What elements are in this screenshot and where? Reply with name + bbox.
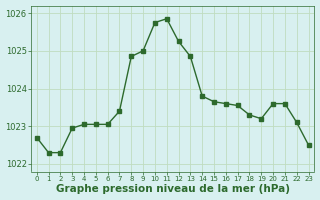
X-axis label: Graphe pression niveau de la mer (hPa): Graphe pression niveau de la mer (hPa) bbox=[56, 184, 290, 194]
